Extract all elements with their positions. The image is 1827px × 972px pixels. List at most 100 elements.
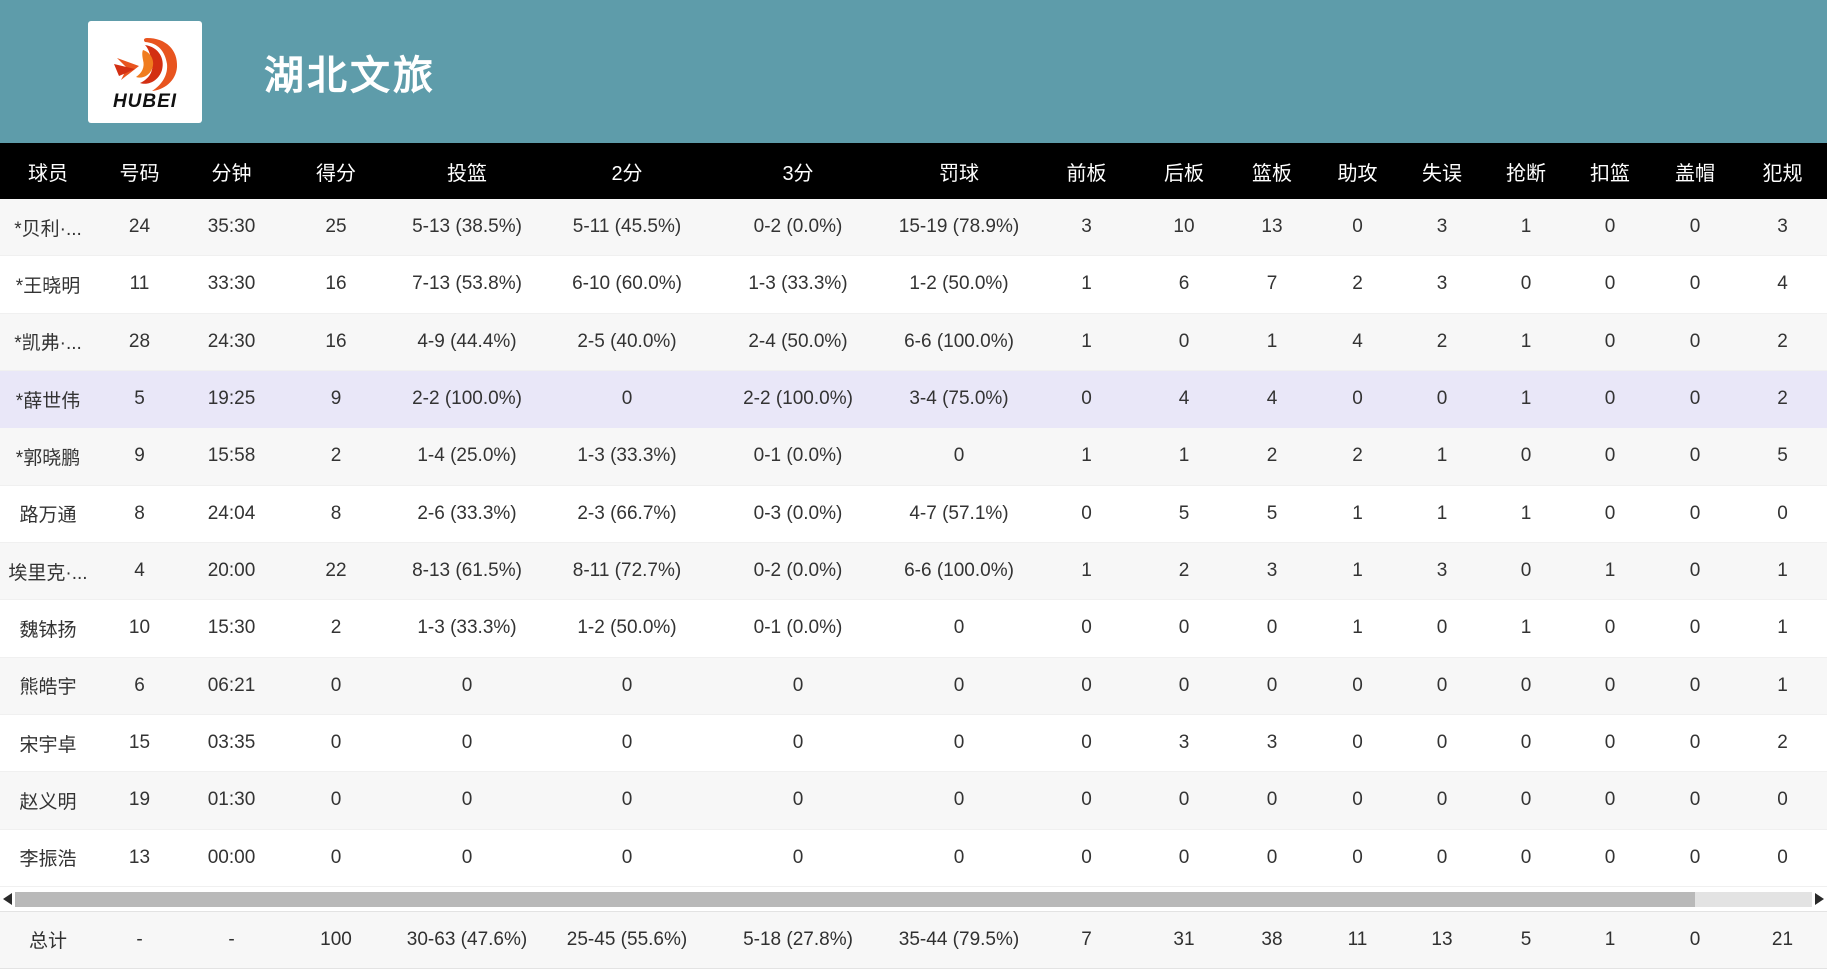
cell-stl: 0 [1520, 674, 1532, 696]
cell-minutes: 00:00 [207, 846, 256, 868]
cell-two-pt: 2-3 (66.7%) [577, 502, 677, 524]
scrollbar-track[interactable] [15, 891, 1812, 907]
cell-three-pt: 1-3 (33.3%) [748, 273, 848, 295]
player-row-4[interactable]: *薛世伟 5 19:25 9 2-2 (100.0%) 0 2-2 (100.0%) 3-4 … [0, 370, 1827, 429]
cell-fg: 1-3 (33.3%) [417, 617, 517, 639]
cell-stl: 1 [1520, 216, 1532, 238]
cell-three-pt: 0 [792, 789, 804, 811]
cell-fouls: 2 [1777, 732, 1788, 754]
cell-player: *郭晓鹏 [15, 447, 81, 469]
cell-turnovers: 3 [1436, 273, 1448, 295]
cell-number: 15 [128, 732, 151, 754]
cell-off-reb: 0 [1081, 732, 1092, 754]
cell-fouls: 1 [1777, 560, 1788, 582]
cell-ft: 1-2 (50.0%) [909, 273, 1009, 295]
cell-fg: 0 [461, 674, 473, 696]
player-row-3[interactable]: *凯弗·... 28 24:30 16 4-9 (44.4%) 2-5 (40.0%) 2-… [0, 313, 1827, 371]
column-header-ft: 罚球 [939, 162, 979, 185]
scrollbar-thumb[interactable] [15, 891, 1696, 907]
scroll-left-icon[interactable] [3, 893, 12, 906]
total-cell-points: 100 [320, 928, 352, 950]
cell-off-reb: 0 [1081, 789, 1092, 811]
player-row-9[interactable]: 熊皓宇 6 06:21 0 0 0 0 0 0 0 0 0 0 0 0 0 1 [0, 657, 1827, 715]
scroll-right-icon[interactable] [1815, 893, 1824, 906]
cell-three-pt: 0-1 (0.0%) [753, 445, 843, 467]
cell-def-reb: 0 [1178, 674, 1190, 696]
cell-minutes: 24:04 [207, 502, 256, 524]
cell-blk: 0 [1689, 789, 1701, 811]
player-row-6[interactable]: 路万通 8 24:04 8 2-6 (33.3%) 2-3 (66.7%) 0-3 (0.0… [0, 485, 1827, 543]
column-header-dunk: 扣篮 [1590, 162, 1630, 185]
cell-stl: 1 [1520, 502, 1532, 524]
cell-three-pt: 0-1 (0.0%) [753, 617, 843, 639]
player-row-8[interactable]: 魏钵扬 10 15:30 2 1-3 (33.3%) 1-2 (50.0%) 0-1 (0.… [0, 600, 1827, 658]
cell-player: 魏钵扬 [19, 619, 77, 641]
column-header-fg: 投篮 [447, 162, 487, 185]
cell-def-reb: 5 [1178, 502, 1190, 524]
cell-two-pt: 6-10 (60.0%) [572, 273, 682, 295]
player-row-1[interactable]: *贝利·... 24 35:30 25 5-13 (38.5%) 5-11 (45.5%)… [0, 199, 1827, 257]
column-header-two-pt: 2分 [611, 162, 643, 185]
cell-blk: 0 [1689, 732, 1701, 754]
cell-def-reb: 4 [1178, 388, 1190, 410]
cell-reb: 7 [1266, 273, 1278, 295]
cell-minutes: 03:35 [207, 732, 256, 754]
cell-blk: 0 [1689, 388, 1701, 410]
cell-fouls: 2 [1777, 388, 1788, 410]
total-cell-stl: 5 [1520, 928, 1532, 950]
total-cell-blk: 0 [1689, 928, 1701, 950]
cell-dunk: 0 [1604, 732, 1616, 754]
cell-minutes: 15:58 [207, 445, 256, 467]
cell-number: 9 [134, 445, 145, 467]
total-cell-three-pt: 5-18 (27.8%) [743, 928, 853, 950]
cell-minutes: 35:30 [207, 216, 256, 238]
cell-points: 0 [330, 674, 342, 696]
cell-fouls: 0 [1777, 789, 1788, 811]
cell-number: 11 [129, 273, 150, 295]
cell-fg: 5-13 (38.5%) [412, 216, 522, 238]
cell-points: 0 [330, 846, 342, 868]
cell-dunk: 0 [1604, 445, 1616, 467]
cell-points: 2 [330, 445, 342, 467]
cell-three-pt: 0 [792, 846, 804, 868]
cell-stl: 1 [1520, 617, 1532, 639]
cell-two-pt: 5-11 (45.5%) [572, 216, 682, 238]
table-body: *贝利·... 24 35:30 25 5-13 (38.5%) 5-11 (45.5%)… [0, 199, 1827, 887]
cell-ast: 0 [1352, 388, 1363, 410]
cell-def-reb: 1 [1178, 445, 1190, 467]
cell-off-reb: 0 [1081, 502, 1092, 524]
player-row-5[interactable]: *郭晓鹏 9 15:58 2 1-4 (25.0%) 1-3 (33.3%) 0-1 (0.… [0, 428, 1827, 486]
cell-three-pt: 2-2 (100.0%) [743, 388, 853, 410]
player-row-12[interactable]: 李振浩 13 00:00 0 0 0 0 0 0 0 0 0 0 0 0 0 0 [0, 829, 1827, 887]
cell-ft: 6-6 (100.0%) [904, 330, 1014, 352]
cell-ast: 0 [1352, 732, 1363, 754]
player-row-11[interactable]: 赵义明 19 01:30 0 0 0 0 0 0 0 0 0 0 0 0 0 0 [0, 772, 1827, 830]
cell-stl: 0 [1520, 846, 1532, 868]
column-header-fouls: 犯规 [1762, 162, 1803, 185]
cell-off-reb: 1 [1081, 273, 1092, 295]
cell-blk: 0 [1689, 330, 1701, 352]
player-row-7[interactable]: 埃里克·... 4 20:00 22 8-13 (61.5%) 8-11 (72.7%) 0… [0, 542, 1827, 601]
cell-player: 路万通 [19, 505, 77, 527]
cell-def-reb: 3 [1178, 732, 1190, 754]
horizontal-scrollbar[interactable] [3, 891, 1824, 908]
cell-reb: 0 [1266, 846, 1278, 868]
cell-def-reb: 0 [1178, 846, 1190, 868]
cell-fg: 0 [461, 732, 473, 754]
total-cell-fg: 30-63 (47.6%) [406, 928, 528, 950]
cell-points: 9 [330, 388, 342, 410]
cell-fg: 2-2 (100.0%) [412, 388, 522, 410]
cell-number: 4 [134, 560, 145, 582]
cell-player: 赵义明 [19, 791, 77, 813]
column-header-reb: 篮板 [1252, 162, 1292, 185]
player-row-2[interactable]: *王晓明 11 33:30 16 7-13 (53.8%) 6-10 (60.0%) 1-3… [0, 256, 1827, 314]
cell-fg: 8-13 (61.5%) [412, 560, 522, 582]
cell-reb: 13 [1261, 216, 1283, 238]
cell-off-reb: 1 [1081, 330, 1092, 352]
cell-stl: 1 [1520, 388, 1532, 410]
cell-blk: 0 [1689, 560, 1701, 582]
player-row-10[interactable]: 宋宇卓 15 03:35 0 0 0 0 0 0 3 3 0 0 0 0 0 2 [0, 714, 1827, 773]
cell-fouls: 4 [1777, 273, 1788, 295]
cell-fg: 4-9 (44.4%) [417, 330, 517, 352]
